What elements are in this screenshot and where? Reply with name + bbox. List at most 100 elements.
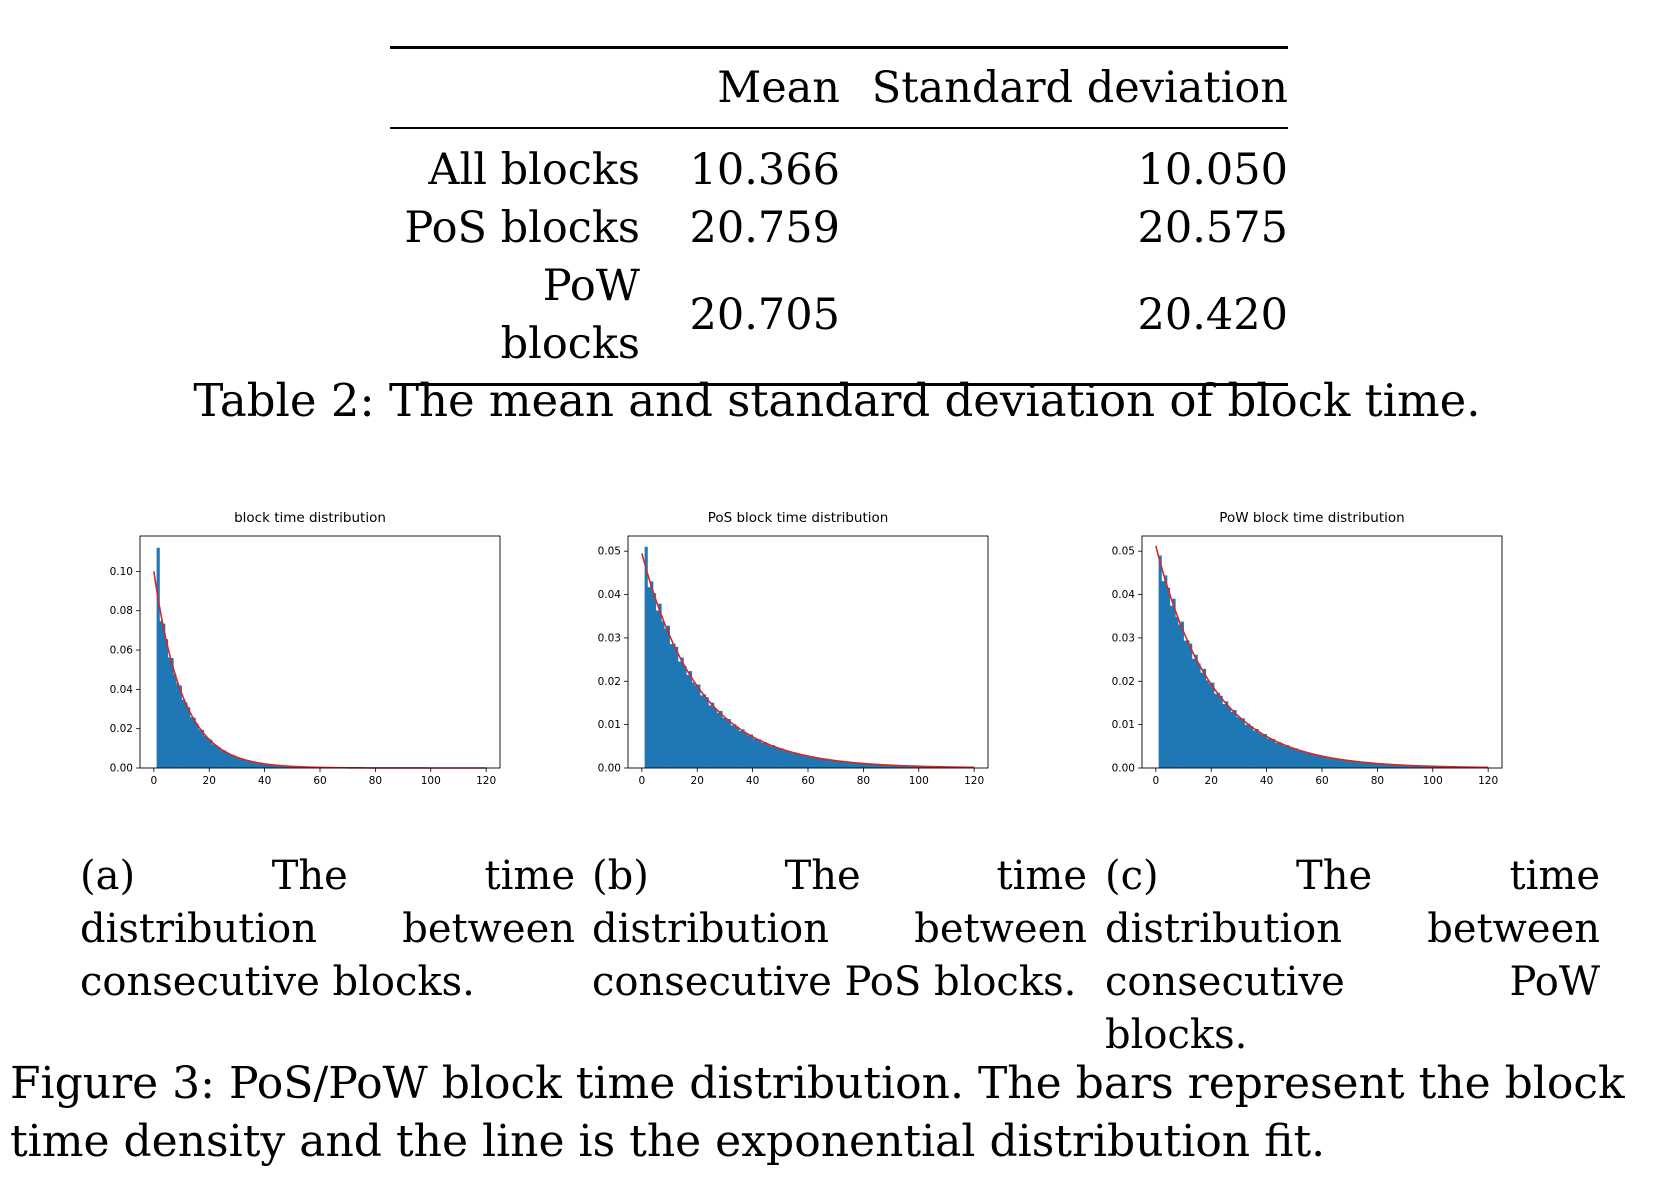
- histogram-bar: [1274, 742, 1279, 768]
- header-mean: Mean: [717, 63, 840, 113]
- histogram-bar: [788, 751, 792, 768]
- histogram-bar: [1247, 723, 1251, 768]
- histogram-bar: [1430, 766, 1434, 768]
- histogram-bar: [1286, 745, 1290, 768]
- x-tick-label: 20: [1205, 775, 1218, 787]
- histogram-bar: [264, 764, 268, 768]
- histogram-bar: [816, 757, 820, 768]
- y-tick-label: 0.04: [110, 684, 134, 696]
- histogram-bar: [1175, 616, 1179, 768]
- histogram-bar: [253, 761, 257, 768]
- histogram-bar: [899, 765, 903, 768]
- histogram-bar: [1388, 764, 1392, 768]
- x-tick-label: 0: [639, 775, 646, 787]
- row-std: 10.050: [1137, 145, 1288, 195]
- histogram-bar: [1346, 760, 1351, 768]
- histogram-bar: [730, 725, 734, 768]
- histogram-bar: [1377, 763, 1381, 768]
- histogram-bar: [1288, 747, 1292, 768]
- histogram-bar: [1355, 761, 1359, 768]
- table-row: PoS blocks 20.759 20.575: [390, 199, 1288, 257]
- y-tick-label: 0.00: [1112, 763, 1135, 775]
- histogram-bar: [1410, 765, 1414, 768]
- histogram-bar: [1352, 761, 1356, 768]
- histogram-bar: [231, 754, 235, 768]
- histogram-bar: [1255, 728, 1259, 768]
- histogram-bar: [272, 765, 277, 768]
- y-tick-label: 0.03: [598, 632, 621, 644]
- histogram-bar: [1272, 739, 1276, 768]
- histogram-bar: [1263, 734, 1268, 768]
- x-tick-label: 100: [421, 775, 441, 787]
- histogram-bar: [1369, 762, 1373, 768]
- y-tick-label: 0.00: [598, 763, 621, 775]
- histogram-bar: [1227, 707, 1232, 768]
- chart-pos-blocks: PoS block time distribution 0 20 40 60 80 100…: [583, 510, 1013, 800]
- histogram-bar: [1236, 717, 1240, 768]
- histogram-bar: [838, 761, 842, 768]
- y-tick-label: 0.04: [1112, 589, 1136, 601]
- histogram-bar: [181, 699, 185, 768]
- y-tick-label: 0.02: [110, 723, 133, 735]
- histogram-bar: [1418, 766, 1423, 768]
- histogram-bar: [893, 765, 898, 768]
- histogram-bar: [691, 682, 695, 768]
- histogram-bar: [655, 610, 659, 768]
- histogram-bar: [1396, 765, 1400, 768]
- histogram-bar: [1380, 764, 1384, 768]
- histogram-bar: [259, 763, 263, 768]
- histogram-bar: [1294, 748, 1298, 768]
- histogram-bar: [902, 765, 906, 768]
- histogram-bar: [658, 603, 662, 768]
- histogram-bar: [661, 621, 665, 768]
- histogram-bar: [1166, 587, 1171, 768]
- histogram-bar: [1333, 758, 1337, 768]
- histogram-bar: [267, 764, 271, 768]
- row-std: 20.575: [1137, 203, 1288, 253]
- histogram-bar: [1161, 581, 1165, 768]
- histogram-bar: [785, 750, 790, 768]
- histogram-bar: [1266, 738, 1270, 768]
- histogram-bar: [882, 764, 886, 768]
- histogram-bar: [705, 697, 709, 768]
- histogram-bar: [1297, 750, 1301, 768]
- histogram-bar: [904, 765, 909, 768]
- histogram-bar: [1164, 575, 1168, 768]
- histogram-bar: [1322, 756, 1326, 768]
- histogram-bar: [910, 766, 914, 768]
- histogram-bar: [688, 671, 693, 768]
- histogram-bar: [741, 729, 745, 768]
- histogram-bar: [242, 759, 246, 768]
- histogram-bar: [1189, 643, 1193, 768]
- histogram-bar: [1324, 756, 1328, 768]
- histogram-bar: [700, 695, 704, 768]
- histogram-bar: [799, 755, 803, 768]
- histogram-bar: [777, 748, 781, 768]
- histogram-bar: [1413, 765, 1417, 768]
- histogram-bar: [1180, 621, 1184, 768]
- histogram-bar: [1211, 682, 1215, 768]
- histogram-bar: [849, 762, 853, 768]
- histogram-bar: [724, 718, 729, 768]
- histogram-bar: [738, 731, 742, 768]
- histogram-bar: [702, 694, 706, 768]
- histogram-bar: [281, 765, 285, 768]
- histogram-bar: [1250, 726, 1254, 768]
- table-row: PoW blocks 20.705 20.420: [390, 257, 1288, 385]
- histogram-bar: [195, 723, 199, 768]
- histogram-bar: [758, 739, 762, 768]
- fit-line: [641, 553, 975, 769]
- histogram-bar: [1194, 654, 1198, 768]
- histogram-bar: [1427, 766, 1431, 768]
- histogram-bar: [830, 760, 834, 768]
- histogram-bar: [1344, 760, 1348, 768]
- y-tick-label: 0.05: [598, 546, 621, 558]
- histogram-bar: [719, 710, 723, 768]
- histogram-bar: [270, 764, 274, 768]
- x-tick-label: 100: [1423, 775, 1443, 787]
- histogram-bar: [214, 745, 218, 768]
- histogram-bars: [644, 546, 975, 768]
- histogram-bar: [1374, 763, 1378, 768]
- histogram-bar: [766, 743, 770, 768]
- chart-svg-all: 0 20 40 60 80 100 120 0.00 0.02 0.04 0.06 0.08 0.10: [110, 535, 501, 787]
